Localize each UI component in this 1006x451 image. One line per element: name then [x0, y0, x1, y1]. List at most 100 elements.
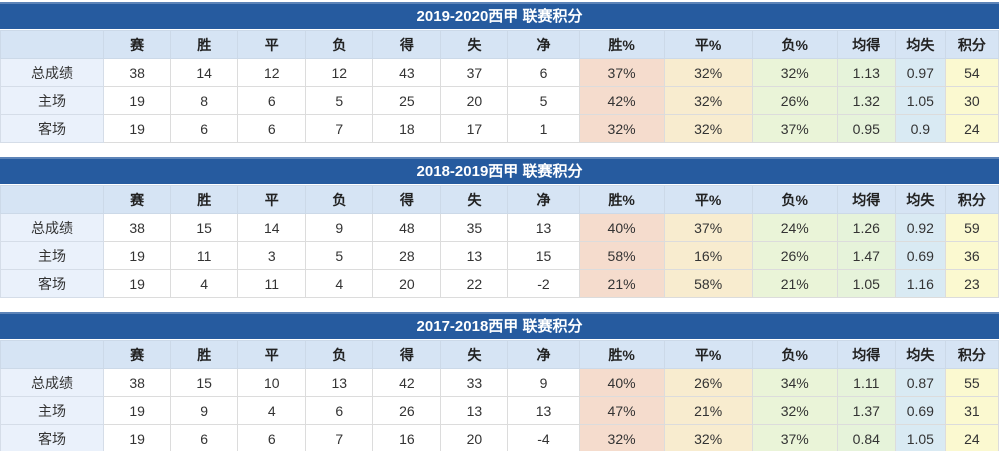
table-row: 主场 19 11 3 5 28 13 15 58% 16% 26% 1.47 0.69 36 [0, 241, 1000, 270]
stat-cell: 32% [578, 114, 665, 143]
stat-cell: 15 [170, 368, 239, 397]
league-points-table: 赛胜平负得失净胜% 平% 负% 均得 均失 积分 总成绩 38 15 10 13 42 33 9 40% 26… [0, 340, 1000, 451]
stat-cell: 1.26 [836, 213, 896, 242]
stat-cell: 13 [440, 241, 509, 270]
column-header: 胜% [578, 340, 665, 369]
league-points-table: 赛胜平负得失净胜% 平% 负% 均得 均失 积分 总成绩 38 14 12 12 43 37 6 37% 32… [0, 30, 1000, 143]
stat-cell: 1 [507, 114, 580, 143]
column-header: 负% [751, 340, 838, 369]
stat-cell: 42 [372, 368, 442, 397]
stat-cell: 19 [103, 269, 172, 298]
stat-cell: 13 [440, 396, 509, 425]
stat-cell: 6 [507, 58, 580, 87]
column-header: 均失 [894, 340, 946, 369]
stat-cell: 32% [663, 58, 753, 87]
table-title: 2017-2018西甲 联赛积分 [0, 312, 999, 339]
row-label-header [0, 340, 105, 369]
column-header: 赛 [103, 30, 172, 59]
row-label: 总成绩 [0, 58, 105, 87]
stat-cell: 12 [305, 58, 374, 87]
header-row: 赛胜平负得失净胜% 平% 负% 均得 均失 积分 [0, 30, 1000, 59]
column-header: 失 [440, 340, 509, 369]
stat-cell: 47% [578, 396, 665, 425]
stat-cell: 32% [578, 424, 665, 451]
row-label: 主场 [0, 241, 105, 270]
stat-cell: 12 [237, 58, 307, 87]
stat-cell: 19 [103, 86, 172, 115]
stat-cell: 40% [578, 213, 665, 242]
stat-cell: 1.05 [894, 86, 946, 115]
stat-cell: 15 [170, 213, 239, 242]
column-header: 失 [440, 185, 509, 214]
stat-cell: 14 [237, 213, 307, 242]
stat-cell: 1.05 [836, 269, 896, 298]
stat-cell: 1.47 [836, 241, 896, 270]
stat-cell: 9 [305, 213, 374, 242]
stat-cell: 54 [944, 58, 1000, 87]
stat-cell: 0.69 [894, 241, 946, 270]
stat-cell: 15 [507, 241, 580, 270]
stat-cell: 6 [305, 396, 374, 425]
stat-cell: 7 [305, 424, 374, 451]
stat-cell: 0.9 [894, 114, 946, 143]
table-row: 主场 19 8 6 5 25 20 5 42% 32% 26% 1.32 1.05 30 [0, 86, 1000, 115]
column-header: 均失 [894, 30, 946, 59]
column-header: 得 [372, 340, 442, 369]
stat-cell: 32% [751, 58, 838, 87]
stat-cell: 38 [103, 368, 172, 397]
row-label: 客场 [0, 114, 105, 143]
stat-cell: 55 [944, 368, 1000, 397]
stat-cell: 8 [170, 86, 239, 115]
stat-cell: 11 [237, 269, 307, 298]
stat-cell: 19 [103, 424, 172, 451]
stat-cell: 22 [440, 269, 509, 298]
column-header: 平% [663, 30, 753, 59]
stat-cell: 28 [372, 241, 442, 270]
stat-cell: 1.32 [836, 86, 896, 115]
stat-cell: 32% [663, 424, 753, 451]
stat-cell: 20 [440, 86, 509, 115]
stat-cell: 6 [170, 424, 239, 451]
stat-cell: 5 [305, 86, 374, 115]
stat-cell: 38 [103, 213, 172, 242]
stat-cell: 6 [237, 86, 307, 115]
league-points-table: 赛胜平负得失净胜% 平% 负% 均得 均失 积分 总成绩 38 15 14 9 48 35 13 40% 37… [0, 185, 1000, 298]
column-header: 净 [507, 185, 580, 214]
stat-cell: 6 [237, 424, 307, 451]
stat-cell: 43 [372, 58, 442, 87]
stat-cell: 40% [578, 368, 665, 397]
column-header: 积分 [944, 185, 1000, 214]
stat-cell: 1.13 [836, 58, 896, 87]
stat-cell: 9 [507, 368, 580, 397]
column-header: 负 [305, 185, 374, 214]
stat-cell: 37% [578, 58, 665, 87]
stat-cell: 6 [170, 114, 239, 143]
column-header: 净 [507, 340, 580, 369]
column-header: 均得 [836, 30, 896, 59]
column-header: 胜 [170, 185, 239, 214]
row-label: 总成绩 [0, 213, 105, 242]
stat-cell: 7 [305, 114, 374, 143]
table-row: 客场 19 6 6 7 16 20 -4 32% 32% 37% 0.84 1.05 24 [0, 424, 1000, 451]
stat-cell: 58% [578, 241, 665, 270]
column-header: 均得 [836, 185, 896, 214]
stat-cell: 1.37 [836, 396, 896, 425]
stat-cell: 11 [170, 241, 239, 270]
stat-cell: 33 [440, 368, 509, 397]
stat-cell: 26% [751, 241, 838, 270]
column-header: 积分 [944, 30, 1000, 59]
column-header: 失 [440, 30, 509, 59]
stat-cell: 42% [578, 86, 665, 115]
column-header: 平 [237, 185, 307, 214]
stat-cell: -2 [507, 269, 580, 298]
stat-cell: 1.05 [894, 424, 946, 451]
stat-cell: 24 [944, 114, 1000, 143]
stat-cell: 59 [944, 213, 1000, 242]
column-header: 平 [237, 30, 307, 59]
column-header: 胜 [170, 340, 239, 369]
column-header: 赛 [103, 185, 172, 214]
stat-cell: 0.69 [894, 396, 946, 425]
stat-cell: 3 [237, 241, 307, 270]
stat-cell: 32% [663, 114, 753, 143]
